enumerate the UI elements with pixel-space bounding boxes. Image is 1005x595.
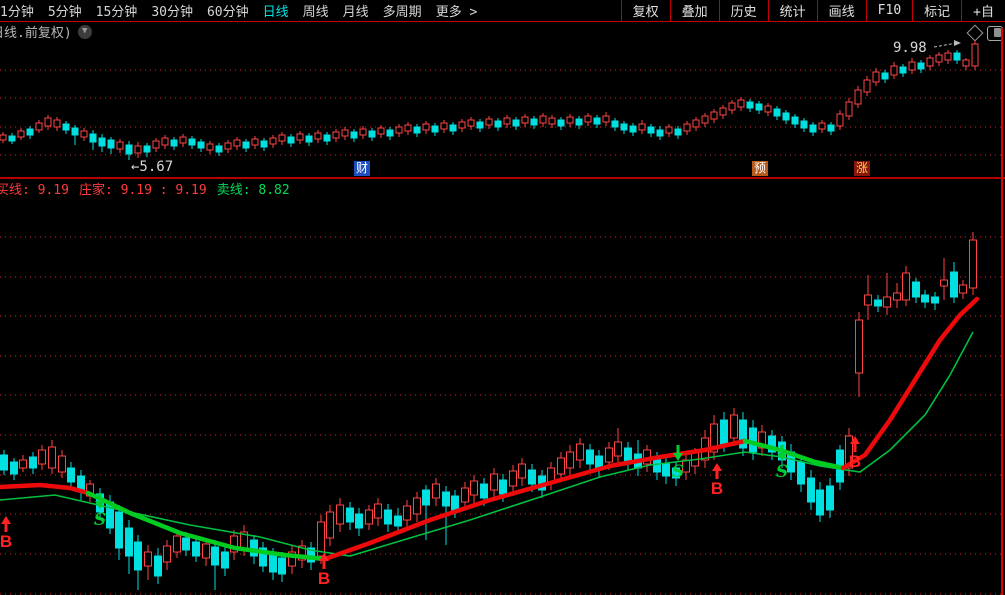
svg-text:B: B: [849, 452, 861, 471]
chart-subtitle: 日线.前复权): [0, 26, 72, 41]
tool-tab-1[interactable]: 叠加: [669, 0, 719, 21]
period-toolbar: 1分钟 5分钟 15分钟 30分钟 60分钟 日线 周线 月线 多周期 更多 > 复权 叠加 历史 统计…: [0, 0, 1005, 22]
event-badge-财[interactable]: 财: [354, 161, 371, 176]
svg-text:S: S: [672, 462, 684, 482]
period-tab-9[interactable]: 更多 >: [435, 5, 478, 20]
svg-text:S: S: [776, 462, 788, 482]
svg-text:←5.67: ←5.67: [131, 159, 173, 175]
indicator-value-0: 买线: 9.19: [0, 182, 69, 198]
period-tab-2[interactable]: 15分钟: [95, 5, 138, 20]
chevron-down-icon[interactable]: ▼: [77, 24, 92, 39]
indicator-value-2: 卖线: 8.82: [216, 182, 290, 198]
tool-tabs: 复权 叠加 历史 统计 画线 F10 标记 +自: [620, 0, 1005, 21]
chart-subtitle-row: 日线.前复权) ▼: [0, 22, 1005, 41]
period-tab-6[interactable]: 周线: [302, 5, 329, 20]
tool-tab-4[interactable]: 画线: [816, 0, 866, 21]
svg-text:B: B: [0, 532, 12, 551]
period-tab-8[interactable]: 多周期: [382, 5, 422, 20]
indicator-readout: 买线: 9.19 庄家: 9.19 : 9.19 卖线: 8.82: [0, 180, 1005, 198]
event-badge-预[interactable]: 预: [752, 161, 769, 176]
tool-tab-2[interactable]: 历史: [718, 0, 768, 21]
svg-text:9.98: 9.98: [893, 40, 927, 56]
svg-text:B: B: [318, 569, 330, 588]
period-tab-5[interactable]: 日线: [262, 5, 289, 20]
tool-tab-0[interactable]: 复权: [620, 0, 670, 21]
right-edge-line: [1001, 28, 1003, 595]
tool-tab-3[interactable]: 统计: [767, 0, 817, 21]
indicator-value-1: 庄家: 9.19 : 9.19: [78, 182, 207, 198]
svg-text:S: S: [94, 510, 106, 530]
svg-text:B: B: [711, 479, 723, 498]
period-tabs: 1分钟 5分钟 15分钟 30分钟 60分钟 日线 周线 月线 多周期 更多 >: [0, 1, 484, 20]
period-tab-4[interactable]: 60分钟: [206, 5, 249, 20]
period-tab-7[interactable]: 月线: [342, 5, 369, 20]
panel-divider: [0, 177, 1005, 179]
period-tab-3[interactable]: 30分钟: [151, 5, 193, 20]
tool-tab-7[interactable]: +自: [961, 0, 1005, 21]
tool-tab-6[interactable]: 标记: [912, 0, 961, 21]
period-tab-1[interactable]: 5分钟: [47, 5, 82, 20]
tool-tab-5[interactable]: F10: [865, 0, 912, 21]
period-tab-0[interactable]: 1分钟: [0, 5, 34, 20]
event-badge-涨[interactable]: 涨: [854, 161, 871, 176]
